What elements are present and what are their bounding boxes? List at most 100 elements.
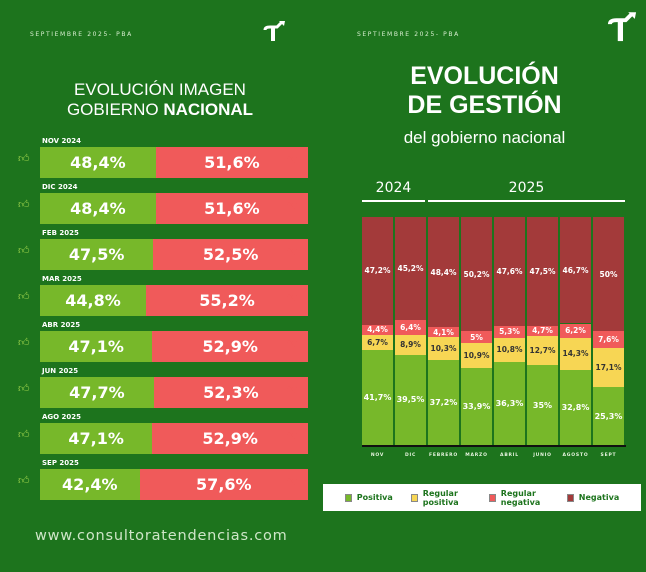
x-tick-label: FEBRERO — [428, 453, 458, 458]
bar-segment-regular-negativa: 7,6% — [593, 331, 624, 349]
bar-segment-negativa: 46,7% — [560, 217, 591, 324]
legend-label: Regular negativa — [500, 488, 541, 507]
negative-segment: 57,6% — [139, 469, 308, 500]
negative-segment: 55,2% — [146, 285, 308, 316]
thumbs-down-icon: 👎︎ — [287, 152, 299, 165]
row-date-label: ABR 2025 — [42, 321, 81, 329]
thumbs-up-icon: 👍︎ — [18, 336, 30, 349]
bar-segment-positiva: 41,7% — [362, 349, 393, 445]
bar-segment-positiva: 35% — [527, 365, 558, 445]
bar-column: 39,5% 8,9% 6,4% 45,2% — [395, 217, 426, 445]
bar-segment-regular-negativa: 4,7% — [527, 325, 558, 337]
bar-column: 32,8% 14,3% 6,2% 46,7% — [560, 217, 591, 445]
right-subtitle: SEPTIEMBRE 2025- PBA — [357, 31, 460, 38]
bar-segment-regular-positiva: 17,1% — [593, 348, 624, 388]
x-axis-line — [362, 445, 626, 447]
legend-item: Regular negativa — [488, 488, 549, 507]
left-subtitle: SEPTIEMBRE 2025- PBA — [30, 31, 133, 38]
approval-bar: 47,1% 52,9% — [40, 331, 308, 362]
x-tick-label: SEPT — [600, 453, 617, 458]
row-date-label: JUN 2025 — [42, 367, 79, 375]
negative-segment: 52,5% — [153, 239, 308, 270]
thumbs-up-icon: 👍︎ — [18, 290, 30, 303]
legend-swatch — [488, 493, 496, 502]
positive-segment: 47,1% — [40, 423, 153, 454]
approval-bar: 47,7% 52,3% — [40, 377, 308, 408]
year-divider — [362, 200, 425, 202]
year-2024: 2024 — [375, 180, 412, 196]
bar-segment-positiva: 36,3% — [494, 362, 525, 445]
bar-segment-negativa: 47,2% — [362, 217, 393, 325]
bar-segment-negativa: 47,6% — [494, 217, 525, 326]
bar-segment-positiva: 37,2% — [428, 360, 459, 445]
negative-segment: 52,9% — [152, 331, 308, 362]
title-line2: GOBIERNO — [66, 100, 164, 119]
bar-segment-regular-positiva: 14,3% — [560, 337, 591, 371]
bar-column: 41,7% 6,7% 4,4% 47,2% — [362, 217, 393, 445]
bar-segment-regular-positiva: 8,9% — [395, 334, 426, 355]
thumbs-up-icon: 👍︎ — [18, 382, 30, 395]
legend-label: Negativa — [578, 493, 620, 502]
bar-column: 33,9% 10,9% 5% 50,2% — [461, 217, 492, 445]
bar-segment-negativa: 50,2% — [461, 217, 492, 332]
bar-segment-regular-positiva: 10,3% — [428, 336, 459, 361]
legend: Positiva Regular positiva Regular negativa… — [323, 484, 641, 511]
negative-segment: 52,9% — [152, 423, 308, 454]
row-date-label: SEP 2025 — [42, 459, 79, 467]
positive-segment: 47,1% — [40, 331, 153, 362]
approval-bar: 47,5% 52,5% — [40, 239, 308, 270]
bar-segment-negativa: 50% — [593, 217, 624, 331]
bar-segment-positiva: 39,5% — [395, 354, 426, 445]
bar-segment-regular-negativa: 4,1% — [428, 327, 459, 337]
title-line1: EVOLUCIÓN — [410, 62, 559, 90]
legend-swatch — [566, 493, 574, 502]
year-divider — [428, 200, 625, 202]
thumbs-up-icon: 👍︎ — [18, 428, 30, 441]
legend-swatch — [344, 493, 352, 502]
bar-segment-regular-negativa: 5,3% — [494, 325, 525, 338]
bar-column: 36,3% 10,8% 5,3% 47,6% — [494, 217, 525, 445]
approval-bar: 47,1% 52,9% — [40, 423, 308, 454]
approval-bar: 42,4% 57,6% — [40, 469, 308, 500]
bar-segment-negativa: 45,2% — [395, 217, 426, 321]
row-date-label: DIC 2024 — [42, 183, 78, 191]
positive-segment: 48,4% — [40, 193, 156, 224]
positive-segment: 47,5% — [40, 239, 154, 270]
legend-label: Positiva — [356, 493, 393, 502]
negative-segment: 52,3% — [153, 377, 308, 408]
approval-bar: 48,4% 51,6% — [40, 147, 308, 178]
x-tick-label: JUNIO — [533, 453, 552, 458]
bar-column: 37,2% 10,3% 4,1% 48,4% — [428, 217, 459, 445]
x-tick-label: NOV — [370, 453, 385, 458]
negative-segment: 51,6% — [155, 147, 308, 178]
row-date-label: NOV 2024 — [42, 137, 81, 145]
bar-segment-positiva: 25,3% — [593, 387, 624, 445]
thumbs-down-icon: 👎︎ — [287, 198, 299, 211]
title-line1: EVOLUCIÓN IMAGEN — [74, 80, 246, 99]
thumbs-down-icon: 👎︎ — [287, 244, 299, 257]
bar-segment-regular-negativa: 5% — [461, 331, 492, 343]
title-line2: DE GESTIÓN — [407, 91, 562, 119]
legend-label: Regular positiva — [422, 488, 459, 507]
stacked-bar-chart: 41,7% 6,7% 4,4% 47,2% NOV 39,5% 8,9% 6,4% 45,2% D… — [362, 217, 626, 458]
x-tick-label: AGOSTO — [562, 453, 589, 458]
bar-segment-negativa: 48,4% — [428, 217, 459, 328]
bar-segment-regular-negativa: 6,4% — [395, 320, 426, 335]
legend-item: Regular positiva — [410, 488, 471, 507]
row-date-label: FEB 2025 — [42, 229, 79, 237]
row-date-label: AGO 2025 — [42, 413, 82, 421]
positive-segment: 47,7% — [40, 377, 154, 408]
website[interactable]: www.consultoratendencias.com — [35, 528, 288, 544]
logo-arrow-icon — [607, 12, 637, 42]
thumbs-down-icon: 👎︎ — [287, 290, 299, 303]
bar-segment-regular-positiva: 10,8% — [494, 337, 525, 363]
x-tick-label: MARZO — [465, 453, 488, 458]
legend-swatch — [410, 493, 418, 502]
positive-segment: 42,4% — [40, 469, 140, 500]
bar-segment-regular-negativa: 4,4% — [362, 324, 393, 335]
thumbs-up-icon: 👍︎ — [18, 198, 30, 211]
bar-segment-regular-positiva: 6,7% — [362, 334, 393, 350]
x-tick-label: ABRIL — [500, 453, 519, 458]
thumbs-down-icon: 👎︎ — [287, 474, 299, 487]
thumbs-down-icon: 👎︎ — [287, 382, 299, 395]
